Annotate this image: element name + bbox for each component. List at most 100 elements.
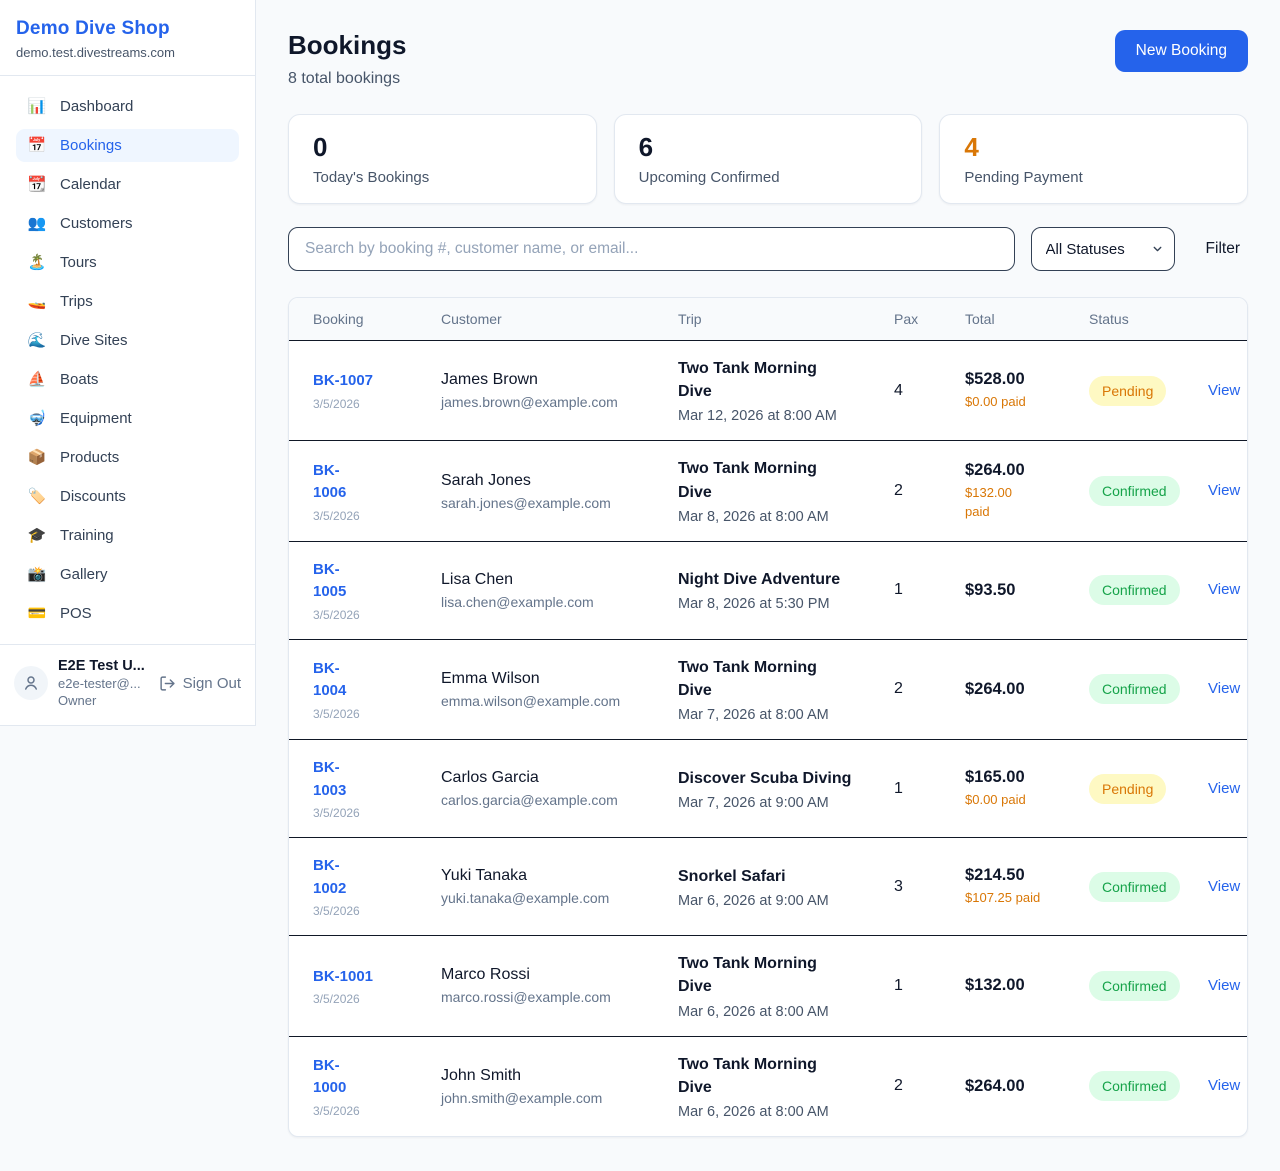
booking-id-link[interactable]: BK-1001 [313,967,374,985]
column-header-pax: Pax [878,298,949,341]
sidebar-item-label: Discounts [60,488,126,505]
page-subtitle: 8 total bookings [288,70,401,87]
sidebar-item-label: Customers [60,215,133,232]
new-booking-button[interactable]: New Booking [1114,30,1248,72]
sidebar-item-trips[interactable]: 🚤 Trips [16,285,239,318]
view-link[interactable]: View [1208,581,1241,599]
stat-label: Pending Payment [964,169,1083,186]
page-title: Bookings [288,30,407,60]
column-header-customer: Customer [425,298,662,341]
view-link[interactable]: View [1208,381,1241,399]
view-link[interactable]: View [1208,482,1241,500]
booking-date: 3/5/2026 [313,706,360,721]
tear-off-calendar-icon: 📆 [27,176,47,193]
status-badge: Pending [1089,773,1167,804]
sidebar-item-tours[interactable]: 🏝️ Tours [16,246,239,279]
sign-out-label: Sign Out [182,674,241,692]
stat-card: 4 Pending Payment [939,114,1248,204]
sidebar-item-boats[interactable]: ⛵ Boats [16,363,239,396]
booking-id-link[interactable]: BK-1007 [313,372,374,390]
booking-id-link[interactable]: BK-1004 [313,659,347,700]
booking-id-link[interactable]: BK-1003 [313,759,347,799]
customer-name: Carlos Garcia [441,769,539,787]
sailboat-icon: ⛵ [27,371,47,388]
sidebar-item-pos[interactable]: 💳 POS [16,597,239,630]
bookings-table: Booking Customer Trip Pax Total Status B… [289,298,1247,1136]
total-amount: $528.00 [965,370,1025,389]
filter-row: All Statuses Filter [288,227,1248,271]
booking-date: 3/5/2026 [313,806,360,821]
table-row: BK-1007 3/5/2026 James Brown james.brown… [289,341,1247,441]
sidebar-item-dashboard[interactable]: 📊 Dashboard [16,90,239,123]
total-amount: $214.50 [965,866,1025,885]
booking-date: 3/5/2026 [313,396,360,411]
booking-id-link[interactable]: BK-1006 [313,461,347,502]
pax-count: 4 [894,381,903,399]
customer-name: John Smith [441,1066,522,1084]
filter-button[interactable]: Filter [1205,240,1240,257]
column-header-actions [1192,298,1247,341]
trip-name: Two Tank Morning Dive [678,955,817,996]
trip-name: Two Tank Morning Dive [678,360,817,401]
table-row: BK-1005 3/5/2026 Lisa Chen lisa.chen@exa… [289,540,1247,640]
view-link[interactable]: View [1208,779,1241,797]
sidebar-item-bookings[interactable]: 📅 Bookings [16,129,239,162]
credit-card-icon: 💳 [27,605,47,622]
sidebar-item-label: Boats [60,371,99,388]
trip-datetime: Mar 6, 2026 at 9:00 AM [678,892,829,909]
trip-name: Two Tank Morning Dive [678,658,817,699]
sidebar-item-discounts[interactable]: 🏷️ Discounts [16,480,239,513]
people-icon: 👥 [27,215,47,232]
sidebar-item-products[interactable]: 📦 Products [16,441,239,474]
view-link[interactable]: View [1208,1077,1241,1095]
status-badge: Pending [1089,375,1167,406]
log-out-icon [159,675,176,692]
sign-out-button[interactable]: Sign Out [159,675,241,692]
sidebar-item-customers[interactable]: 👥 Customers [16,207,239,240]
trip-datetime: Mar 8, 2026 at 5:30 PM [678,596,830,613]
total-amount: $93.50 [965,580,1016,599]
paid-amount: $0.00 paid [965,792,1026,808]
stat-label: Today's Bookings [313,169,430,186]
shop-domain: demo.test.divestreams.com [16,45,175,60]
pax-count: 1 [878,935,949,1036]
sidebar-item-label: Products [60,449,120,466]
sidebar-item-calendar[interactable]: 📆 Calendar [16,168,239,201]
total-amount: $264.00 [965,461,1025,480]
sidebar: Demo Dive Shop demo.test.divestreams.com… [0,0,256,726]
calendar-icon: 📅 [27,137,47,154]
view-link[interactable]: View [1208,976,1241,994]
trip-name: Two Tank Morning Dive [678,1055,817,1096]
sidebar-item-gallery[interactable]: 📸 Gallery [16,558,239,591]
sidebar-item-training[interactable]: 🎓 Training [16,519,239,552]
booking-id-link[interactable]: BK-1000 [313,1056,347,1097]
sidebar-item-label: POS [60,605,92,622]
column-header-total: Total [949,298,1073,341]
status-filter-select[interactable]: All Statuses [1030,227,1175,271]
pax-count: 1 [878,739,949,838]
search-input[interactable] [288,227,1015,271]
customer-email: sarah.jones@example.com [441,494,611,511]
pax-count: 2 [878,1035,949,1136]
sidebar-item-equipment[interactable]: 🤿 Equipment [16,402,239,435]
customer-email: lisa.chen@example.com [441,593,594,610]
status-badge: Confirmed [1089,476,1180,507]
booking-id-link[interactable]: BK-1002 [313,857,347,897]
stat-value: 0 [313,132,328,162]
sidebar-item-dive-sites[interactable]: 🌊 Dive Sites [16,324,239,357]
booking-id-link[interactable]: BK-1005 [313,560,347,601]
customer-name: James Brown [441,371,538,389]
column-header-trip: Trip [662,298,878,341]
speedboat-icon: 🚤 [27,293,47,310]
view-link[interactable]: View [1208,877,1241,895]
status-badge: Confirmed [1089,575,1180,606]
view-link[interactable]: View [1208,680,1241,698]
column-header-booking: Booking [289,298,425,341]
column-header-status: Status [1073,298,1192,341]
trip-datetime: Mar 8, 2026 at 8:00 AM [678,508,829,525]
trip-datetime: Mar 6, 2026 at 8:00 AM [678,1003,829,1020]
total-amount: $264.00 [965,679,1025,698]
customer-name: Yuki Tanaka [441,867,527,885]
sidebar-item-label: Tours [60,254,97,271]
